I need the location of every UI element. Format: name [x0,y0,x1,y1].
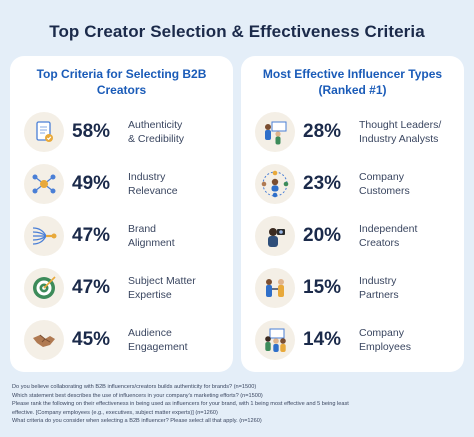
influencer-label-line2: Customers [359,185,410,197]
influencer-label: Industry Partners [359,274,399,302]
converging-lines-icon [24,216,64,256]
document-check-icon [24,112,64,152]
influencer-percent: 15% [303,277,342,298]
influencer-types-panel: Most Effective Influencer Types (Ranked … [241,56,464,372]
criteria-label: Audience Engagement [128,326,188,354]
handshake-icon [24,320,64,360]
influencer-row-customers: 23% Company Customers [255,162,458,206]
criteria-row-authenticity: 58% Authenticity & Credibility [24,110,227,154]
criteria-label: Brand Alignment [128,222,175,250]
influencer-percent: 28% [303,121,342,142]
influencer-label-line2: Partners [359,289,399,301]
influencer-row-independent: 20% Independent Creators [255,214,458,258]
criteria-label-line2: & Credibility [128,133,185,145]
criteria-percent: 45% [72,329,111,350]
influencer-types-heading-line1: Most Effective Influencer Types [262,67,443,81]
influencer-percent: 20% [303,225,342,246]
criteria-label-line2: Engagement [128,341,188,353]
criteria-label-line1: Authenticity [128,119,183,131]
employees-icon [255,320,295,360]
influencer-percent: 23% [303,173,342,194]
influencer-label-line2: Industry Analysts [359,133,439,145]
partners-icon [255,268,295,308]
criteria-percent: 47% [72,277,111,298]
criteria-row-audience-engagement: 45% Audience Engagement [24,318,227,362]
criteria-label-line1: Industry [128,171,166,183]
criteria-percent: 47% [72,225,111,246]
selection-criteria-panel: Top Criteria for Selecting B2B Creators … [10,56,233,372]
criteria-percent: 58% [72,121,111,142]
footnote-line: Which statement best describes the use o… [12,392,263,399]
survey-footnotes: Do you believe collaborating with B2B in… [12,383,468,426]
influencer-types-heading: Most Effective Influencer Types (Ranked … [249,66,456,98]
customers-circle-icon [255,164,295,204]
criteria-label: Industry Relevance [128,170,178,198]
footnote-line: Please rank the following on their effec… [12,401,349,408]
influencer-row-partners: 15% Industry Partners [255,266,458,310]
selection-criteria-heading-line1: Top Criteria for Selecting B2B [36,67,207,81]
influencer-label-line1: Industry [359,275,397,287]
influencer-label-line1: Company [359,327,404,339]
influencer-label: Thought Leaders/ Industry Analysts [359,118,441,146]
influencer-label: Company Customers [359,170,410,198]
influencer-types-heading-line2: (Ranked #1) [318,83,387,97]
influencer-label: Independent Creators [359,222,417,250]
footnote-line: Do you believe collaborating with B2B in… [12,384,257,390]
influencer-label-line1: Thought Leaders/ [359,119,442,131]
criteria-label-line1: Subject Matter [128,275,196,287]
criteria-row-brand-alignment: 47% Brand Alignment [24,214,227,258]
selection-criteria-heading-line2: Creators [96,83,147,97]
criteria-label: Subject Matter Expertise [128,274,196,302]
influencer-row-employees: 14% Company Employees [255,318,458,362]
influencer-label: Company Employees [359,326,411,354]
target-icon [24,268,64,308]
page-title: Top Creator Selection & Effectiveness Cr… [49,22,425,41]
criteria-label-line1: Audience [128,327,172,339]
influencer-label-line2: Creators [359,237,400,249]
camera-creator-icon [255,216,295,256]
criteria-row-industry-relevance: 49% Industry Relevance [24,162,227,206]
criteria-label-line2: Relevance [128,185,178,197]
criteria-label: Authenticity & Credibility [128,118,184,146]
presenters-icon [255,112,295,152]
footnote-line: What criteria do you consider when selec… [12,418,262,425]
influencer-percent: 14% [303,329,342,350]
footnote-line: effective. [Company employees (e.g., exe… [12,409,218,416]
criteria-percent: 49% [72,173,111,194]
criteria-label-line2: Expertise [128,289,172,301]
influencer-label-line1: Independent [359,223,418,235]
influencer-label-line1: Company [359,171,404,183]
network-nodes-icon [24,164,64,204]
criteria-row-subject-matter: 47% Subject Matter Expertise [24,266,227,310]
selection-criteria-heading: Top Criteria for Selecting B2B Creators [18,66,225,98]
influencer-row-thought-leaders: 28% Thought Leaders/ Industry Analysts [255,110,458,154]
influencer-label-line2: Employees [359,341,411,353]
criteria-label-line2: Alignment [128,237,175,249]
criteria-label-line1: Brand [128,223,157,235]
